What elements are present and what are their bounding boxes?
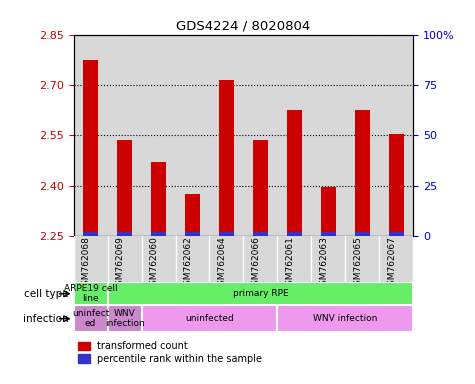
Text: GSM762068: GSM762068 <box>82 236 91 291</box>
Bar <box>107 236 142 282</box>
Bar <box>142 305 277 332</box>
Bar <box>253 141 268 236</box>
Text: uninfect
ed: uninfect ed <box>72 309 109 328</box>
Bar <box>219 80 234 236</box>
Bar <box>209 35 243 236</box>
Bar <box>74 35 107 236</box>
Bar <box>243 236 277 282</box>
Bar <box>379 35 413 236</box>
Text: WNV
infection: WNV infection <box>104 309 144 328</box>
Bar <box>209 236 243 282</box>
Bar <box>176 35 209 236</box>
Bar <box>379 236 413 282</box>
Text: primary RPE: primary RPE <box>233 289 288 298</box>
Text: GSM762065: GSM762065 <box>353 236 362 291</box>
Text: GSM762060: GSM762060 <box>150 236 159 291</box>
Bar <box>277 305 413 332</box>
Text: ARPE19 cell
line: ARPE19 cell line <box>64 284 117 303</box>
Legend: transformed count, percentile rank within the sample: transformed count, percentile rank withi… <box>74 337 266 368</box>
Text: GSM762063: GSM762063 <box>319 236 328 291</box>
Bar <box>312 35 345 236</box>
Text: uninfected: uninfected <box>185 314 234 323</box>
Bar <box>345 35 379 236</box>
Bar <box>107 35 142 236</box>
Bar <box>151 232 166 236</box>
Bar <box>389 134 404 236</box>
Bar <box>389 232 404 236</box>
Text: infection: infection <box>23 314 69 324</box>
Text: GSM762062: GSM762062 <box>183 236 192 291</box>
Bar <box>142 35 176 236</box>
Text: GSM762069: GSM762069 <box>115 236 124 291</box>
Text: GSM762064: GSM762064 <box>218 236 227 291</box>
Bar <box>185 194 200 236</box>
Bar <box>74 236 107 282</box>
Bar <box>142 236 176 282</box>
Bar <box>277 236 311 282</box>
Bar <box>117 232 132 236</box>
Text: GSM762066: GSM762066 <box>251 236 260 291</box>
Bar <box>321 232 336 236</box>
Text: GSM762061: GSM762061 <box>285 236 294 291</box>
Bar <box>219 232 234 236</box>
Title: GDS4224 / 8020804: GDS4224 / 8020804 <box>176 19 311 32</box>
Bar <box>355 232 370 236</box>
Text: GSM762067: GSM762067 <box>387 236 396 291</box>
Bar <box>243 35 277 236</box>
Bar <box>83 60 98 236</box>
Bar <box>185 232 200 236</box>
Bar <box>321 187 336 236</box>
Bar <box>74 282 107 305</box>
Bar <box>312 236 345 282</box>
Bar <box>345 236 379 282</box>
Bar <box>74 305 107 332</box>
Bar <box>176 236 209 282</box>
Bar <box>355 110 370 236</box>
Bar <box>277 35 311 236</box>
Bar <box>151 162 166 236</box>
Text: cell type: cell type <box>24 289 69 299</box>
Bar <box>83 232 98 236</box>
Bar <box>253 232 268 236</box>
Bar <box>287 232 302 236</box>
Bar <box>107 305 142 332</box>
Bar <box>287 110 302 236</box>
Text: WNV infection: WNV infection <box>313 314 378 323</box>
Bar <box>117 141 132 236</box>
